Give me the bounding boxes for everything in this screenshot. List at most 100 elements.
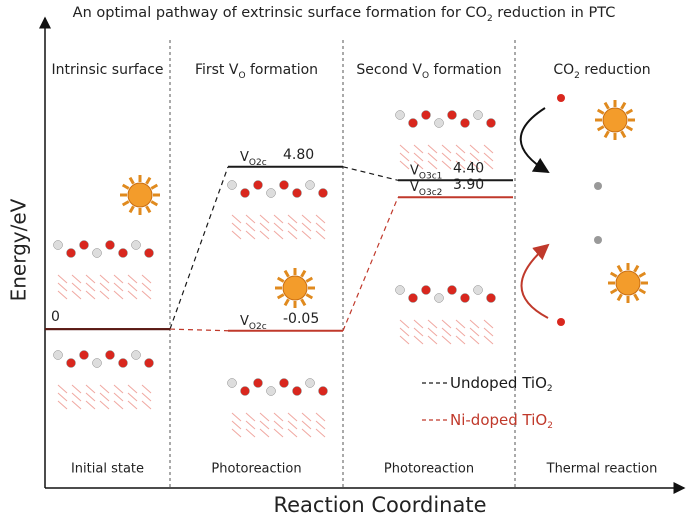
sun-ray: [626, 110, 632, 114]
slab-bond: [58, 275, 67, 283]
legend-label-part: Undoped TiO: [450, 374, 547, 392]
slab-bond: [274, 215, 283, 223]
slab-bond: [484, 145, 493, 153]
stage-header-part: First V: [195, 62, 239, 78]
state-label-part: V: [410, 163, 419, 178]
slab-bond: [58, 401, 67, 409]
slab-bond: [114, 275, 123, 283]
slab-bond: [484, 161, 493, 169]
state-label-sub: O2c: [249, 157, 267, 167]
slab-bond: [100, 385, 109, 393]
slab-bond: [274, 223, 283, 231]
sun-ray: [278, 295, 284, 299]
slab-bond: [72, 401, 81, 409]
slab-bond: [316, 421, 325, 429]
slab-bond: [316, 215, 325, 223]
atom: [435, 294, 444, 303]
atom: [254, 379, 263, 388]
state-label-part: V: [410, 180, 419, 195]
slab-bond: [100, 283, 109, 291]
slab-bond: [442, 320, 451, 328]
slab-bond: [100, 275, 109, 283]
atom: [293, 387, 302, 396]
y-axis-label: Energy/eV: [7, 198, 31, 301]
atom: [487, 119, 496, 128]
sun: [283, 276, 307, 300]
state-label-part: V: [240, 149, 249, 164]
slab-bond: [316, 429, 325, 437]
chart-title: An optimal pathway of extrinsic surface …: [73, 5, 616, 24]
slab-bond: [288, 413, 297, 421]
state-label-sub: O3c1: [419, 171, 442, 181]
legend-label: Ni-doped TiO2: [450, 411, 553, 431]
slab-bond: [72, 275, 81, 283]
atom: [461, 119, 470, 128]
slab-bond: [274, 231, 283, 239]
atom: [448, 111, 457, 120]
value-label: 0: [51, 309, 60, 325]
sun-ray: [635, 294, 639, 300]
atom: [319, 387, 328, 396]
sun-ray: [611, 273, 617, 277]
slab-bond: [456, 145, 465, 153]
atom: [280, 181, 289, 190]
slab-bond: [470, 320, 479, 328]
slab-bond: [414, 145, 423, 153]
sun-ray: [618, 266, 622, 272]
sun-ray: [151, 185, 157, 189]
slab-bond: [128, 275, 137, 283]
slab-bond: [232, 421, 241, 429]
slab-bond: [414, 328, 423, 336]
connector: [343, 167, 398, 181]
sun: [128, 183, 152, 207]
slab-bond: [58, 385, 67, 393]
slab-bond: [246, 429, 255, 437]
slab-bond: [100, 291, 109, 299]
atom: [228, 181, 237, 190]
atom: [409, 119, 418, 128]
reaction-arrow: [522, 245, 549, 318]
slab-bond: [428, 161, 437, 169]
slab-bond: [260, 231, 269, 239]
atom: [119, 359, 128, 368]
slab-bond: [316, 231, 325, 239]
slab-bond: [274, 413, 283, 421]
stage-footer: Photoreaction: [211, 462, 301, 477]
legend-label-part: Ni-doped TiO: [450, 411, 547, 429]
atom: [396, 286, 405, 295]
sun-ray: [278, 278, 284, 282]
slab-bond: [428, 145, 437, 153]
molecule: [594, 182, 602, 190]
slab-bond: [128, 393, 137, 401]
slab-bond: [72, 283, 81, 291]
slab-bond: [442, 161, 451, 169]
slab-bond: [274, 429, 283, 437]
slab-bond: [142, 283, 151, 291]
stage-footer: Thermal reaction: [546, 462, 658, 477]
slab-bond: [428, 320, 437, 328]
state-label-sub: O2c: [249, 321, 267, 331]
slab-bond: [442, 336, 451, 344]
atom: [132, 241, 141, 250]
sun-ray: [622, 103, 626, 109]
slab-bond: [470, 336, 479, 344]
value-label: 4.80: [283, 147, 314, 163]
slab-bond: [260, 413, 269, 421]
legend-label-sub: 2: [547, 384, 553, 394]
sun-ray: [123, 202, 129, 206]
atom: [267, 189, 276, 198]
sun-ray: [151, 202, 157, 206]
state-label: VO3c2: [410, 180, 442, 198]
slab-bond: [302, 413, 311, 421]
slab-bond: [442, 145, 451, 153]
stage-header: First VO formation: [195, 62, 318, 81]
molecule: [557, 94, 565, 102]
stage-header-part: CO: [553, 62, 574, 78]
value-label: 4.40: [453, 160, 484, 176]
atom: [422, 111, 431, 120]
atom: [306, 379, 315, 388]
slab-bond: [456, 328, 465, 336]
sun-ray: [605, 131, 609, 137]
slab-bond: [58, 291, 67, 299]
chart-title-part: An optimal pathway of extrinsic surface …: [73, 5, 487, 21]
